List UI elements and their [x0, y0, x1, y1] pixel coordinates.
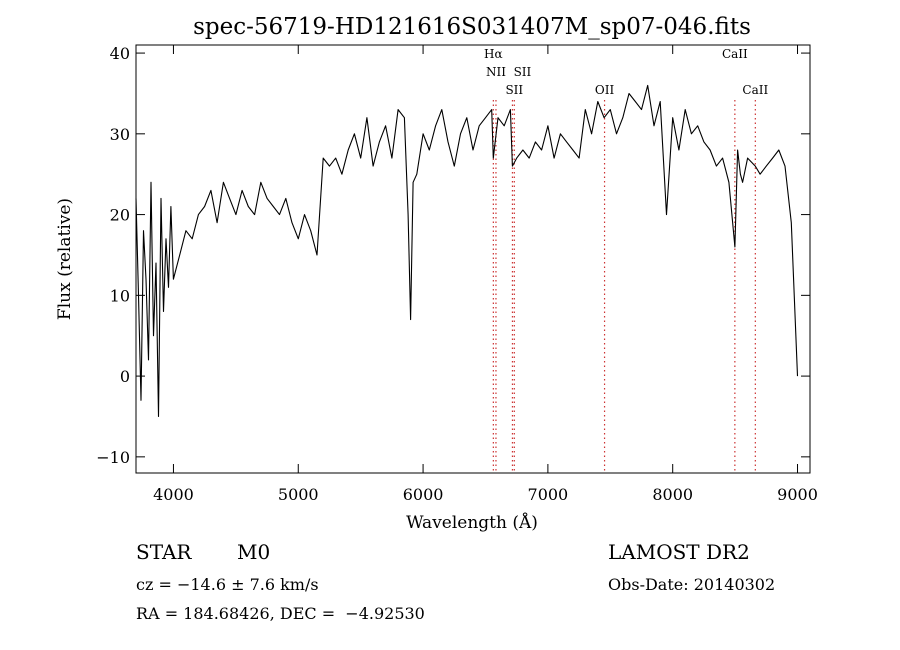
marker-label-4: OII	[595, 83, 615, 97]
x-tick-label-1: 5000	[278, 485, 319, 504]
plot-frame	[135, 44, 811, 474]
marker-label-1: NII	[486, 65, 506, 79]
x-tick-label-5: 9000	[777, 485, 818, 504]
subclass-label: M0	[237, 540, 271, 564]
y-tick-label-1: 0	[120, 367, 130, 386]
x-axis-label: Wavelength (Å)	[406, 512, 538, 533]
y-tick-label-5: 40	[110, 44, 130, 63]
y-tick-label-2: 10	[110, 286, 130, 305]
velocity-label: cz = −14.6 ± 7.6 km/s	[136, 575, 319, 594]
y-tick-label-3: 20	[110, 206, 130, 225]
coords-label: RA = 184.68426, DEC = −4.92530	[136, 604, 425, 623]
class-label: STAR	[136, 540, 192, 564]
x-tick-label-2: 6000	[403, 485, 444, 504]
x-tick-label-0: 4000	[153, 485, 194, 504]
axis-ticks: 4000 5000 6000 7000 8000 9000 −10 0 10 20 30 40	[96, 44, 818, 504]
marker-label-0: Hα	[484, 47, 503, 61]
y-tick-label-4: 30	[110, 125, 130, 144]
marker-label-2: SII	[514, 65, 532, 79]
marker-label-6: CaII	[742, 83, 768, 97]
x-tick-label-3: 7000	[528, 485, 569, 504]
line-markers: Hα NII SII SII OII CaII CaII	[484, 47, 768, 473]
marker-label-3: SII	[505, 83, 523, 97]
chart-title: spec-56719-HD121616S031407M_sp07-046.fit…	[193, 14, 751, 40]
spectrum-line-0	[135, 84, 799, 418]
x-tick-label-4: 8000	[652, 485, 693, 504]
y-axis-label: Flux (relative)	[55, 198, 75, 320]
obs-date-label: Obs-Date: 20140302	[608, 575, 776, 594]
y-tick-label-0: −10	[96, 448, 130, 467]
marker-label-5: CaII	[722, 47, 748, 61]
survey-label: LAMOST DR2	[608, 540, 750, 564]
spectrum-series	[135, 84, 799, 418]
